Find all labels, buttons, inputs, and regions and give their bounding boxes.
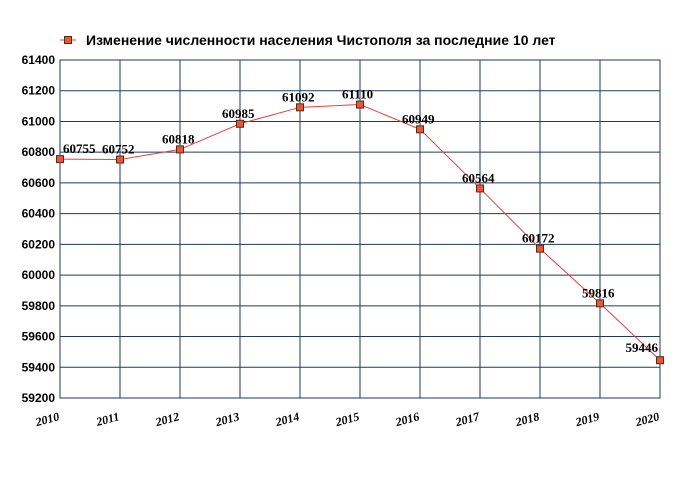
data-point-marker xyxy=(356,100,364,109)
data-label: 61110 xyxy=(342,87,373,102)
data-label: 59816 xyxy=(582,285,615,300)
data-series xyxy=(56,100,664,365)
data-point-marker xyxy=(596,299,604,308)
y-tick-label: 61400 xyxy=(22,53,56,67)
data-label: 60818 xyxy=(162,131,195,146)
data-point-marker xyxy=(116,155,124,164)
x-tick-label: 2019 xyxy=(573,409,601,429)
y-tick-label: 59200 xyxy=(22,391,56,405)
data-point-marker xyxy=(656,356,664,365)
y-tick-label: 61200 xyxy=(22,84,56,98)
y-tick-label: 59800 xyxy=(22,299,56,313)
x-axis-ticks: 2010 2011 2012 2013 2014 2015 2016 2017 2018 2019… xyxy=(33,409,661,429)
y-tick-label: 59400 xyxy=(22,360,56,374)
y-tick-label: 60600 xyxy=(22,176,56,190)
y-tick-label: 60200 xyxy=(22,237,56,251)
data-labels: 60755 60752 60818 60985 61092 61110 60949 60564… xyxy=(63,87,659,356)
x-tick-label: 2015 xyxy=(333,409,361,429)
x-tick-label: 2017 xyxy=(453,409,482,429)
data-point-marker xyxy=(476,184,484,193)
data-label: 60564 xyxy=(462,170,495,185)
chart-legend: Изменение численности населения Чистопол… xyxy=(60,32,556,48)
y-tick-label: 59600 xyxy=(22,330,56,344)
x-tick-label: 2013 xyxy=(213,409,241,429)
x-tick-label: 2020 xyxy=(633,409,661,429)
y-axis-ticks: 59200 59400 59600 59800 60000 60200 60400 60600… xyxy=(22,53,56,405)
y-tick-label: 61000 xyxy=(22,114,56,128)
x-tick-label: 2012 xyxy=(153,409,181,429)
data-label: 61092 xyxy=(282,89,315,104)
data-label: 60949 xyxy=(402,111,435,126)
data-label: 60752 xyxy=(102,142,135,157)
data-point-marker xyxy=(56,155,64,164)
data-point-marker xyxy=(236,119,244,128)
x-tick-label: 2014 xyxy=(273,409,301,429)
plot-area-frame xyxy=(59,59,661,399)
data-point-marker xyxy=(176,145,184,154)
data-label: 60172 xyxy=(522,231,555,246)
data-point-marker xyxy=(416,125,424,134)
y-tick-label: 60000 xyxy=(22,268,56,282)
data-label: 59446 xyxy=(626,340,659,355)
data-label: 60755 xyxy=(63,141,96,156)
chart-grid xyxy=(59,59,661,399)
x-tick-label: 2010 xyxy=(33,409,61,429)
y-tick-label: 60400 xyxy=(22,207,56,221)
x-tick-label: 2016 xyxy=(393,409,421,429)
data-point-marker xyxy=(296,103,304,112)
legend-label: Изменение численности населения Чистопол… xyxy=(86,32,556,48)
x-tick-label: 2011 xyxy=(94,409,121,429)
legend-marker-swatch xyxy=(64,36,72,44)
data-point-marker xyxy=(536,244,544,253)
x-tick-label: 2018 xyxy=(513,409,541,429)
data-label: 60985 xyxy=(222,106,255,121)
y-tick-label: 60800 xyxy=(22,145,56,159)
